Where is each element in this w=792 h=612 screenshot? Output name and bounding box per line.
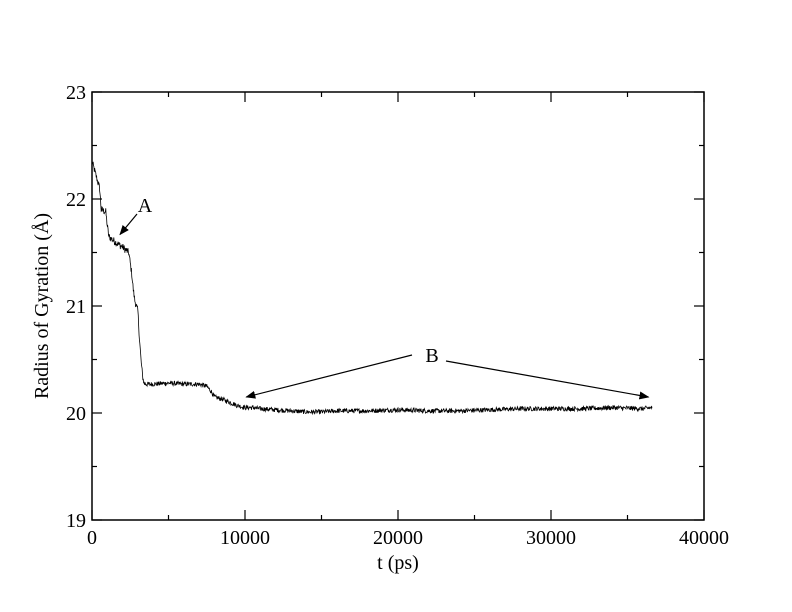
annotation-arrow-b-left — [245, 354, 413, 399]
y-tick-label: 23 — [66, 82, 86, 104]
y-tick-label: 22 — [66, 189, 86, 211]
x-tick-label: 0 — [87, 527, 97, 549]
annotation-arrow-b-right — [445, 360, 650, 400]
y-tick-label: 20 — [66, 403, 86, 425]
x-tick-label: 30000 — [526, 527, 576, 549]
x-tick-label: 20000 — [373, 527, 423, 549]
annotation-label-b: B — [425, 345, 438, 367]
annotation-arrow-a — [119, 213, 138, 236]
x-tick-label: 40000 — [679, 527, 729, 549]
plot-frame — [91, 91, 705, 521]
y-tick-label: 21 — [66, 296, 86, 318]
x-tick-label: 10000 — [220, 527, 270, 549]
x-axis-title: t (ps) — [377, 552, 419, 574]
data-series-line — [91, 160, 653, 416]
y-tick-label: 19 — [66, 510, 86, 532]
y-axis-title: Radius of Gyration (Å) — [31, 213, 53, 399]
annotation-label-a: A — [138, 195, 153, 217]
